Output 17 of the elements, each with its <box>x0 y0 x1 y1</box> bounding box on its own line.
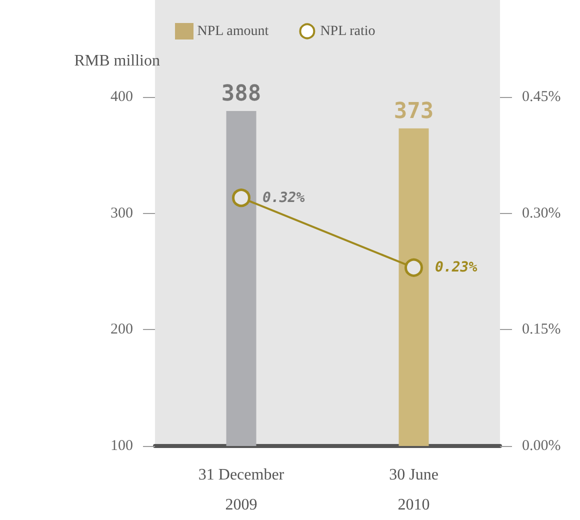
data-label: 0.23% <box>435 260 478 276</box>
y2-tick-label: 0.15% <box>522 322 561 338</box>
y-tick-label: 400 <box>110 89 133 105</box>
y-tick-label: 100 <box>110 438 133 454</box>
y-axis-title: RMB million <box>74 52 160 70</box>
x-tick-label: 30 June 2010 <box>389 466 438 514</box>
y2-tick-label: 0.45% <box>522 89 561 105</box>
y-tick-label: 200 <box>110 322 133 338</box>
data-label: 0.32% <box>262 190 306 206</box>
legend-label: NPL ratio <box>320 24 376 39</box>
y2-tick-label: 0.30% <box>522 205 561 222</box>
y-tick-label: 300 <box>110 205 133 222</box>
x-tick-label: 31 December 2009 <box>198 466 285 514</box>
legend-label: NPL amount <box>197 24 269 39</box>
data-label: 388 <box>221 81 262 106</box>
data-label: 373 <box>394 98 434 124</box>
y2-tick-label: 0.00% <box>522 438 561 454</box>
